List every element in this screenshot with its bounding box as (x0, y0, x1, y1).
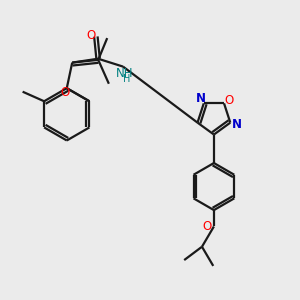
Text: NH: NH (116, 67, 133, 80)
Text: O: O (61, 86, 70, 99)
Text: H: H (123, 74, 130, 84)
Text: N: N (196, 92, 206, 104)
Text: O: O (87, 28, 96, 42)
Text: O: O (203, 220, 212, 233)
Text: O: O (225, 94, 234, 107)
Text: N: N (232, 118, 242, 130)
